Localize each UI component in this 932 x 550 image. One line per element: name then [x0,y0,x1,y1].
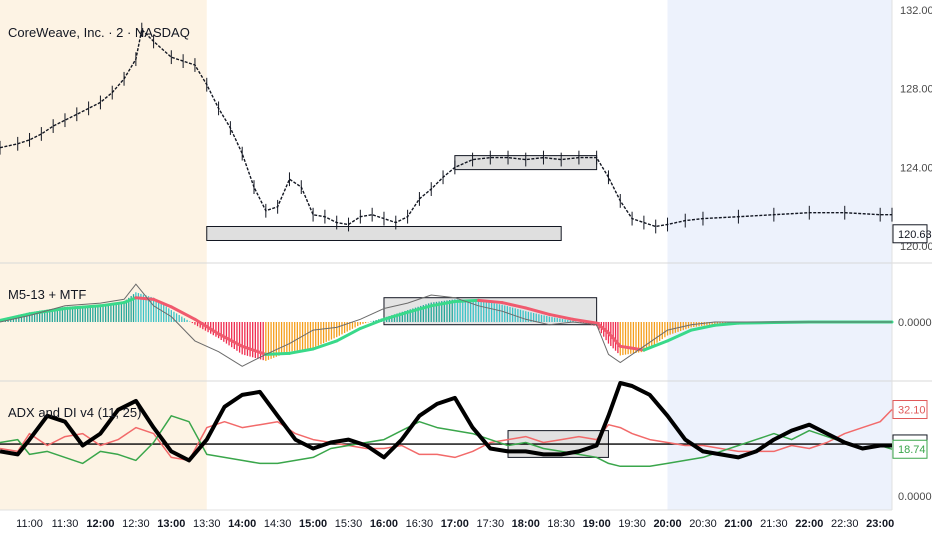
adx-value-tag [892,400,928,420]
macd-signal-segment [335,326,362,343]
macd-signal-segment [736,321,776,325]
macd-tick-label: 0.0000 [898,317,932,329]
time-tick-label: 16:30 [406,518,434,530]
time-tick-label: 14:00 [228,518,256,530]
macd-signal-segment [689,323,717,332]
macd-signal-segment [476,298,504,305]
macd-signal-segment [453,298,480,303]
price-tick-label: 128.00 [900,84,932,96]
time-tick-label: 15:30 [335,518,363,530]
macd-line [0,283,892,367]
macd-signal-segment [524,306,551,316]
time-tick-label: 17:30 [477,518,505,530]
annotation-boxes [206,155,609,458]
price-tick-label: 120.00 [900,241,932,253]
time-tick-label: 21:00 [724,518,752,530]
time-tick-label: 18:00 [512,518,540,530]
macd-signal-segment [429,299,457,308]
macd-signal-segment [152,297,173,309]
adx-series-+DI [0,415,893,468]
session-backgrounds [0,0,892,510]
adx-value-tag [892,439,928,459]
time-tick-label: 22:00 [795,518,823,530]
time-tick-label: 19:30 [618,518,646,530]
adx-value-label: 32.10 [898,405,926,417]
time-tick-label: 21:30 [760,518,788,530]
time-tick-label: 20:00 [653,518,681,530]
macd-signal-segment [713,321,740,327]
macd-pane-title: M5-13 + MTF [8,287,86,302]
adx-tick-label: 0.0000 [898,491,932,503]
macd-signal-segment [28,307,67,316]
time-tick-label: 23:00 [866,518,894,530]
macd-signal-segment [666,328,693,343]
macd-signal-segment [63,304,102,310]
series [0,22,894,468]
macd-signal-segment [217,332,244,348]
macd-signal-segment [134,296,156,301]
time-tick-label: 14:30 [264,518,292,530]
macd-signal-segment [240,344,268,356]
session-after-hours [667,0,892,510]
last-price-label: 120.63 [898,229,932,241]
adx-series-ADX [0,381,892,463]
macd-signal-segment [358,317,386,330]
macd-signal-segment [98,301,126,308]
macd-signal-segment [571,317,599,325]
time-tick-label: 12:30 [122,518,150,530]
price-box-0 [206,225,562,241]
time-tick-label: 12:00 [86,518,114,530]
macd-signal-segment [595,321,610,335]
price-tick-label: 124.00 [900,162,932,174]
macd-signal-segment [606,331,622,348]
time-tick-label: 20:30 [689,518,717,530]
session-pre-market [0,0,207,510]
time-tick-label: 18:30 [547,518,575,530]
macd-signal-segment [0,312,32,322]
macd-signal-segment [193,317,221,336]
price-tick-label: 132.00 [900,5,932,17]
adx-value-label: 18.74 [898,444,926,456]
time-tick-label: 19:00 [583,518,611,530]
time-tick-label: 11:30 [52,518,79,530]
adx-pane-title: ADX and DI v4 (11, 25) [8,405,141,420]
macd-signal-segment [311,339,339,351]
macd-signal-segment [382,310,410,321]
time-tick-label: 15:00 [299,518,327,530]
pane-separators [0,0,932,510]
adx-series--DI [0,408,893,462]
macd-signal-segment [169,305,197,321]
macd-signal-segment [287,347,315,355]
price-pane-title: CoreWeave, Inc. · 2 · NASDAQ [8,25,190,40]
macd-signal-segment [122,296,138,305]
time-tick-label: 13:30 [193,518,221,530]
time-tick-label: 13:00 [157,518,185,530]
macd-signal-segment [500,301,528,310]
time-tick-label: 11:00 [16,518,43,530]
last-price-tag [892,224,928,244]
macd-signal-segment [264,351,291,356]
time-tick-label: 17:00 [441,518,469,530]
macd-signal-segment [547,312,575,321]
macd-signal-segment [406,304,433,314]
time-tick-label: 16:00 [370,518,398,530]
macd-signal-segment [642,339,670,352]
time-tick-label: 22:30 [831,518,859,530]
